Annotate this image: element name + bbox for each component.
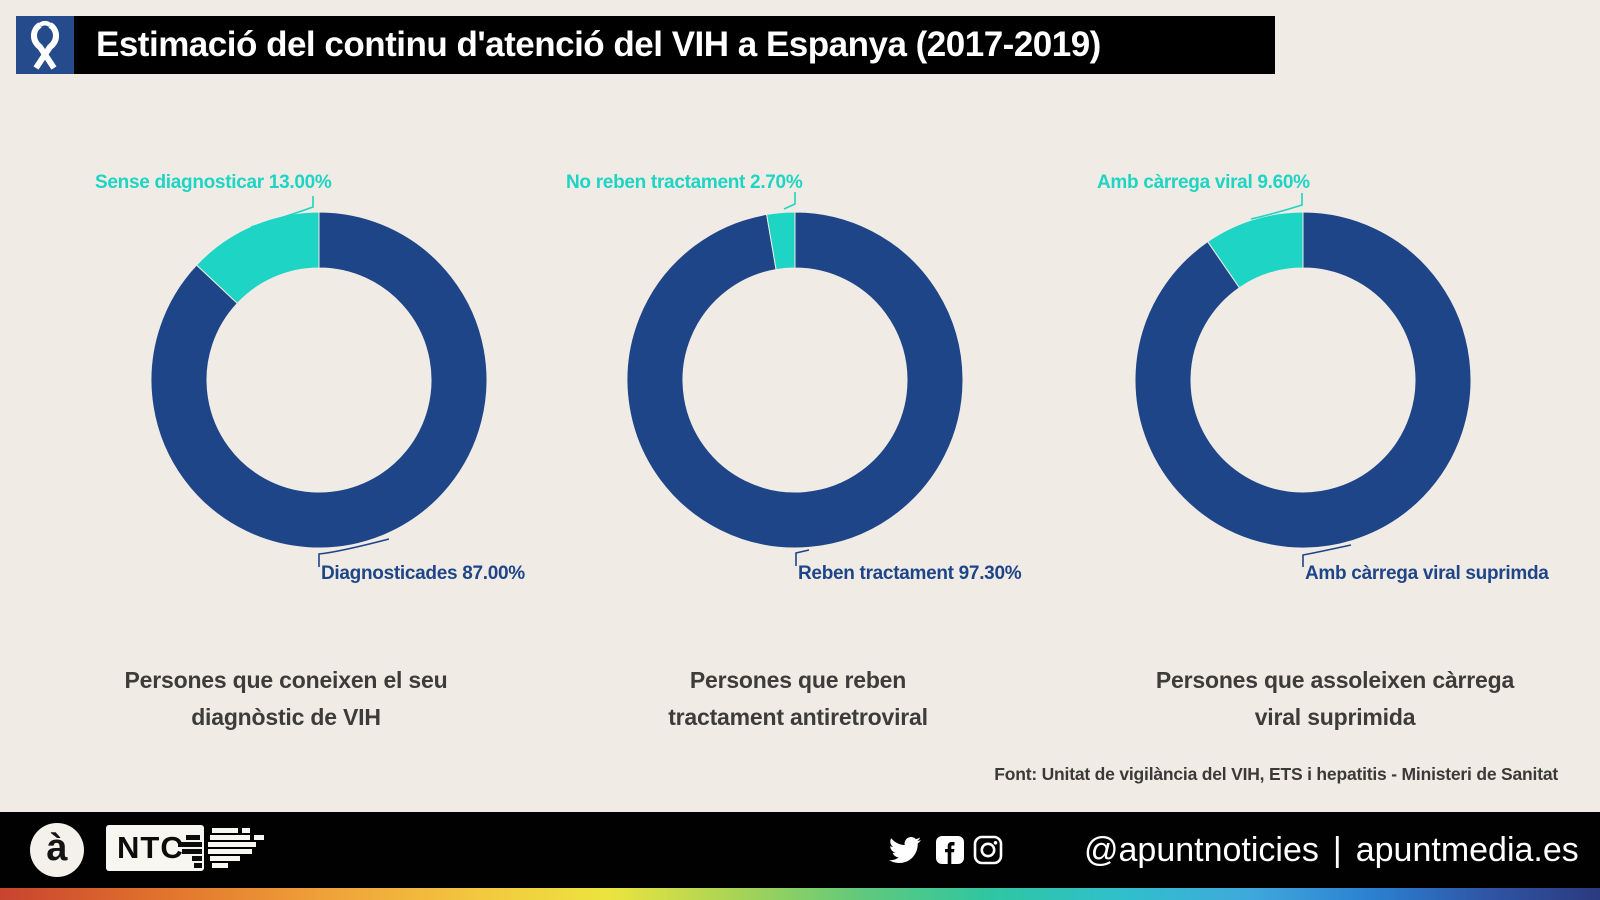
caption-line: Persones que reben bbox=[689, 667, 907, 693]
donut-chart-diagnosed bbox=[150, 211, 488, 549]
footer-bar bbox=[0, 812, 1600, 888]
donut-slice bbox=[150, 211, 488, 549]
slice-label-diagnosed: Diagnosticades 87.00% bbox=[321, 563, 525, 584]
leader-line bbox=[783, 192, 796, 210]
donut-chart-viral-load bbox=[1134, 211, 1472, 549]
footer-handles: @apuntnoticies | apuntmedia.es bbox=[1084, 812, 1579, 888]
awareness-ribbon-icon bbox=[16, 16, 74, 74]
donut-slice bbox=[766, 211, 796, 271]
caption-line: diagnòstic de VIH bbox=[191, 704, 381, 730]
social-handle: @apuntnoticies bbox=[1084, 830, 1319, 869]
twitter-icon bbox=[889, 836, 921, 864]
caption-line: viral suprimida bbox=[1254, 704, 1416, 730]
slice-label-suppressed: Amb càrrega viral suprimda bbox=[1305, 563, 1549, 584]
donut-chart-treatment bbox=[626, 211, 964, 549]
speed-lines-icon bbox=[178, 828, 264, 868]
slice-label-viral-load: Amb càrrega viral 9.60% bbox=[1097, 172, 1310, 193]
caption-line: tractament antiretroviral bbox=[668, 704, 928, 730]
rainbow-strip bbox=[0, 888, 1600, 900]
donut-slice bbox=[1207, 211, 1304, 289]
ntc-logo: NTC bbox=[106, 825, 204, 871]
chart-caption: Persones que reben tractament antiretrov… bbox=[588, 662, 1008, 736]
apunt-logo-letter: à bbox=[46, 826, 68, 869]
donut-slice bbox=[1134, 211, 1472, 549]
slice-label-undiagnosed: Sense diagnosticar 13.00% bbox=[95, 172, 332, 193]
chart-caption: Persones que assoleixen càrrega viral su… bbox=[1125, 662, 1545, 736]
ntc-logo-label: NTC bbox=[117, 830, 184, 865]
instagram-icon bbox=[973, 835, 1003, 865]
caption-line: Persones que coneixen el seu bbox=[124, 667, 448, 693]
website-url: apuntmedia.es bbox=[1355, 830, 1579, 869]
apunt-logo: à bbox=[30, 823, 84, 877]
facebook-icon bbox=[936, 836, 964, 864]
donut-slice bbox=[626, 211, 964, 549]
slice-label-no-treatment: No reben tractament 2.70% bbox=[566, 172, 803, 193]
page-title: Estimació del continu d'atenció del VIH … bbox=[96, 25, 1101, 64]
separator: | bbox=[1332, 830, 1342, 869]
header-bar: Estimació del continu d'atenció del VIH … bbox=[16, 16, 1275, 74]
source-note: Font: Unitat de vigilància del VIH, ETS … bbox=[994, 764, 1558, 784]
donut-slice bbox=[195, 211, 320, 305]
chart-caption: Persones que coneixen el seu diagnòstic … bbox=[76, 662, 496, 736]
caption-line: Persones que assoleixen càrrega bbox=[1155, 667, 1515, 693]
slice-label-treatment: Reben tractament 97.30% bbox=[798, 563, 1022, 584]
